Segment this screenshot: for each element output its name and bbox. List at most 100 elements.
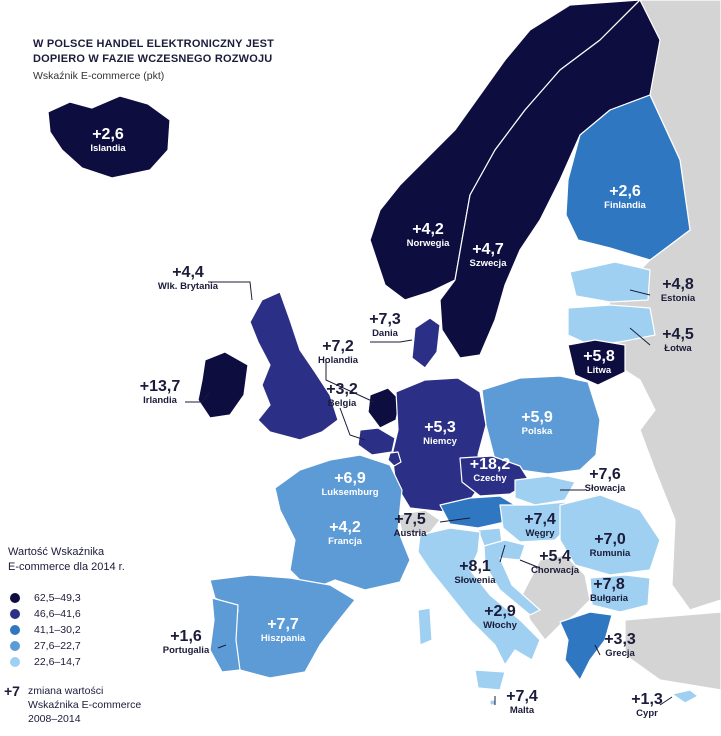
label-estonia-value: +4,8 [662,275,694,293]
label-dania-value: +7,3 [369,310,401,328]
country-grecja[interactable] [559,611,613,681]
label-portugalia-name: Portugalia [162,644,210,656]
label-slowacja-name: Słowacja [584,482,626,494]
label-holandia: +7,2 Holandia [317,337,359,366]
label-estonia: +4,8 Estonia [661,275,695,304]
country-polska[interactable] [481,375,601,475]
label-slowenia: +8,1 Słowenia [454,557,496,586]
label-holandia-name: Holandia [317,354,359,366]
country-belgia[interactable] [357,427,396,456]
label-hiszpania-name: Hiszpania [260,632,306,644]
label-wegry-name: Węgry [525,527,555,539]
label-dania: +7,3 Dania [369,310,401,339]
label-polska-name: Polska [521,425,553,437]
country-rumunia[interactable] [559,494,661,576]
label-holandia-value: +7,2 [322,337,354,355]
legend-range: 27,6–22,7 [34,640,81,652]
label-polska-value: +5,9 [521,408,553,426]
legend-class-4: 22,6–14,7 [10,656,81,668]
label-norwegia-value: +4,2 [412,220,444,238]
country-cypr[interactable] [671,689,699,704]
country-wlk[interactable] [249,291,339,441]
country-sardinia[interactable] [417,607,433,646]
label-wegry-value: +7,4 [524,510,556,528]
label-grecja-name: Grecja [605,647,635,659]
label-cypr-name: Cypr [636,707,658,719]
label-islandia: +2,6 Islandia [90,126,125,154]
label-litwa-name: Litwa [586,364,612,376]
label-luksemburg: +6,9 Luksemburg [321,469,378,498]
country-slowacja[interactable] [514,475,576,506]
legend-range: 46,6–41,6 [34,608,81,620]
label-slowenia-value: +8,1 [459,557,491,575]
label-czechy-value: +18,2 [469,455,511,473]
label-litwa: +5,8 Litwa [583,347,615,376]
label-malta-name: Malta [509,704,535,716]
label-lotwa-name: Łotwa [664,342,692,354]
label-wlk-value: +4,4 [172,263,204,281]
country-irlandia[interactable] [197,351,249,419]
label-francja-name: Francja [328,535,362,547]
legend-class-3: 27,6–22,7 [10,640,81,652]
label-slowenia-name: Słowenia [454,574,496,586]
country-litwa[interactable] [567,339,626,386]
country-estonia[interactable] [569,261,651,303]
legend-range: 22,6–14,7 [34,656,81,668]
label-cypr: +1,3 Cypr [631,690,663,719]
country-sicily[interactable] [474,669,506,691]
label-litwa-value: +5,8 [583,347,615,365]
label-finlandia: +2,6 Finlandia [604,182,646,211]
legend-class-1: 46,6–41,6 [10,608,81,620]
legend-note: +7 zmiana wartości Wskaźnika E-commerce … [4,683,141,725]
legend-swatch [10,625,20,635]
label-francja-value: +4,2 [329,518,361,536]
country-islandia[interactable] [47,95,171,179]
legend-note-line-1: zmiana wartości [28,685,104,697]
country-portugalia[interactable] [209,597,241,673]
label-finlandia-value: +2,6 [609,182,641,200]
legend-title: Wartość Wskaźnika E-commerce dla 2014 r. [8,545,125,575]
legend-swatch [10,593,20,603]
label-szwecja-value: +4,7 [472,240,504,258]
title-line-1: W POLSCE HANDEL ELEKTRONICZNY JEST [33,38,275,50]
country-luksemburg[interactable] [387,451,402,467]
label-szwecja-name: Szwecja [469,257,507,269]
label-polska: +5,9 Polska [521,408,553,437]
label-finlandia-name: Finlandia [604,199,646,211]
label-rumunia-name: Rumunia [589,547,631,559]
label-irlandia-name: Irlandia [143,394,177,406]
label-hiszpania: +7,7 Hiszpania [260,615,306,644]
country-szwecja[interactable] [439,0,661,359]
legend-class-2: 41,1–30,2 [10,624,81,636]
country-finlandia[interactable] [565,94,691,261]
label-chorwacja: +5,4 Chorwacja [531,548,579,576]
label-cypr-value: +1,3 [631,690,663,708]
country-dania[interactable] [411,317,441,369]
label-rumunia-value: +7,0 [594,530,626,548]
label-belgia: +3,2 Belgia [326,381,358,409]
legend-swatch [10,657,20,667]
label-grecja-value: +3,3 [604,630,636,648]
label-luksemburg-value: +6,9 [334,469,366,487]
label-irlandia: +13,7 Irlandia [140,378,180,406]
label-francja: +4,2 Francja [328,518,362,547]
country-holandia[interactable] [367,387,401,429]
legend-title-line-1: Wartość Wskaźnika [8,546,105,558]
country-wlochy[interactable] [417,527,541,666]
label-malta: +7,4 Malta [506,688,538,716]
label-norwegia-name: Norwegia [406,237,450,249]
label-niemcy-value: +5,3 [424,418,456,436]
legend-note-value: +7 [4,683,20,699]
label-niemcy: +5,3 Niemcy [423,418,457,447]
leader-lines [185,281,673,706]
label-rumunia: +7,0 Rumunia [589,530,631,559]
label-norwegia: +4,2 Norwegia [406,220,450,249]
label-bulgaria: +7,8 Bułgaria [590,576,628,604]
country-lotwa[interactable] [567,304,656,346]
country-bulgaria[interactable] [589,574,651,613]
label-hiszpania-value: +7,7 [267,615,299,633]
country-chorwacja[interactable] [483,539,541,616]
country-francja[interactable] [274,454,411,591]
